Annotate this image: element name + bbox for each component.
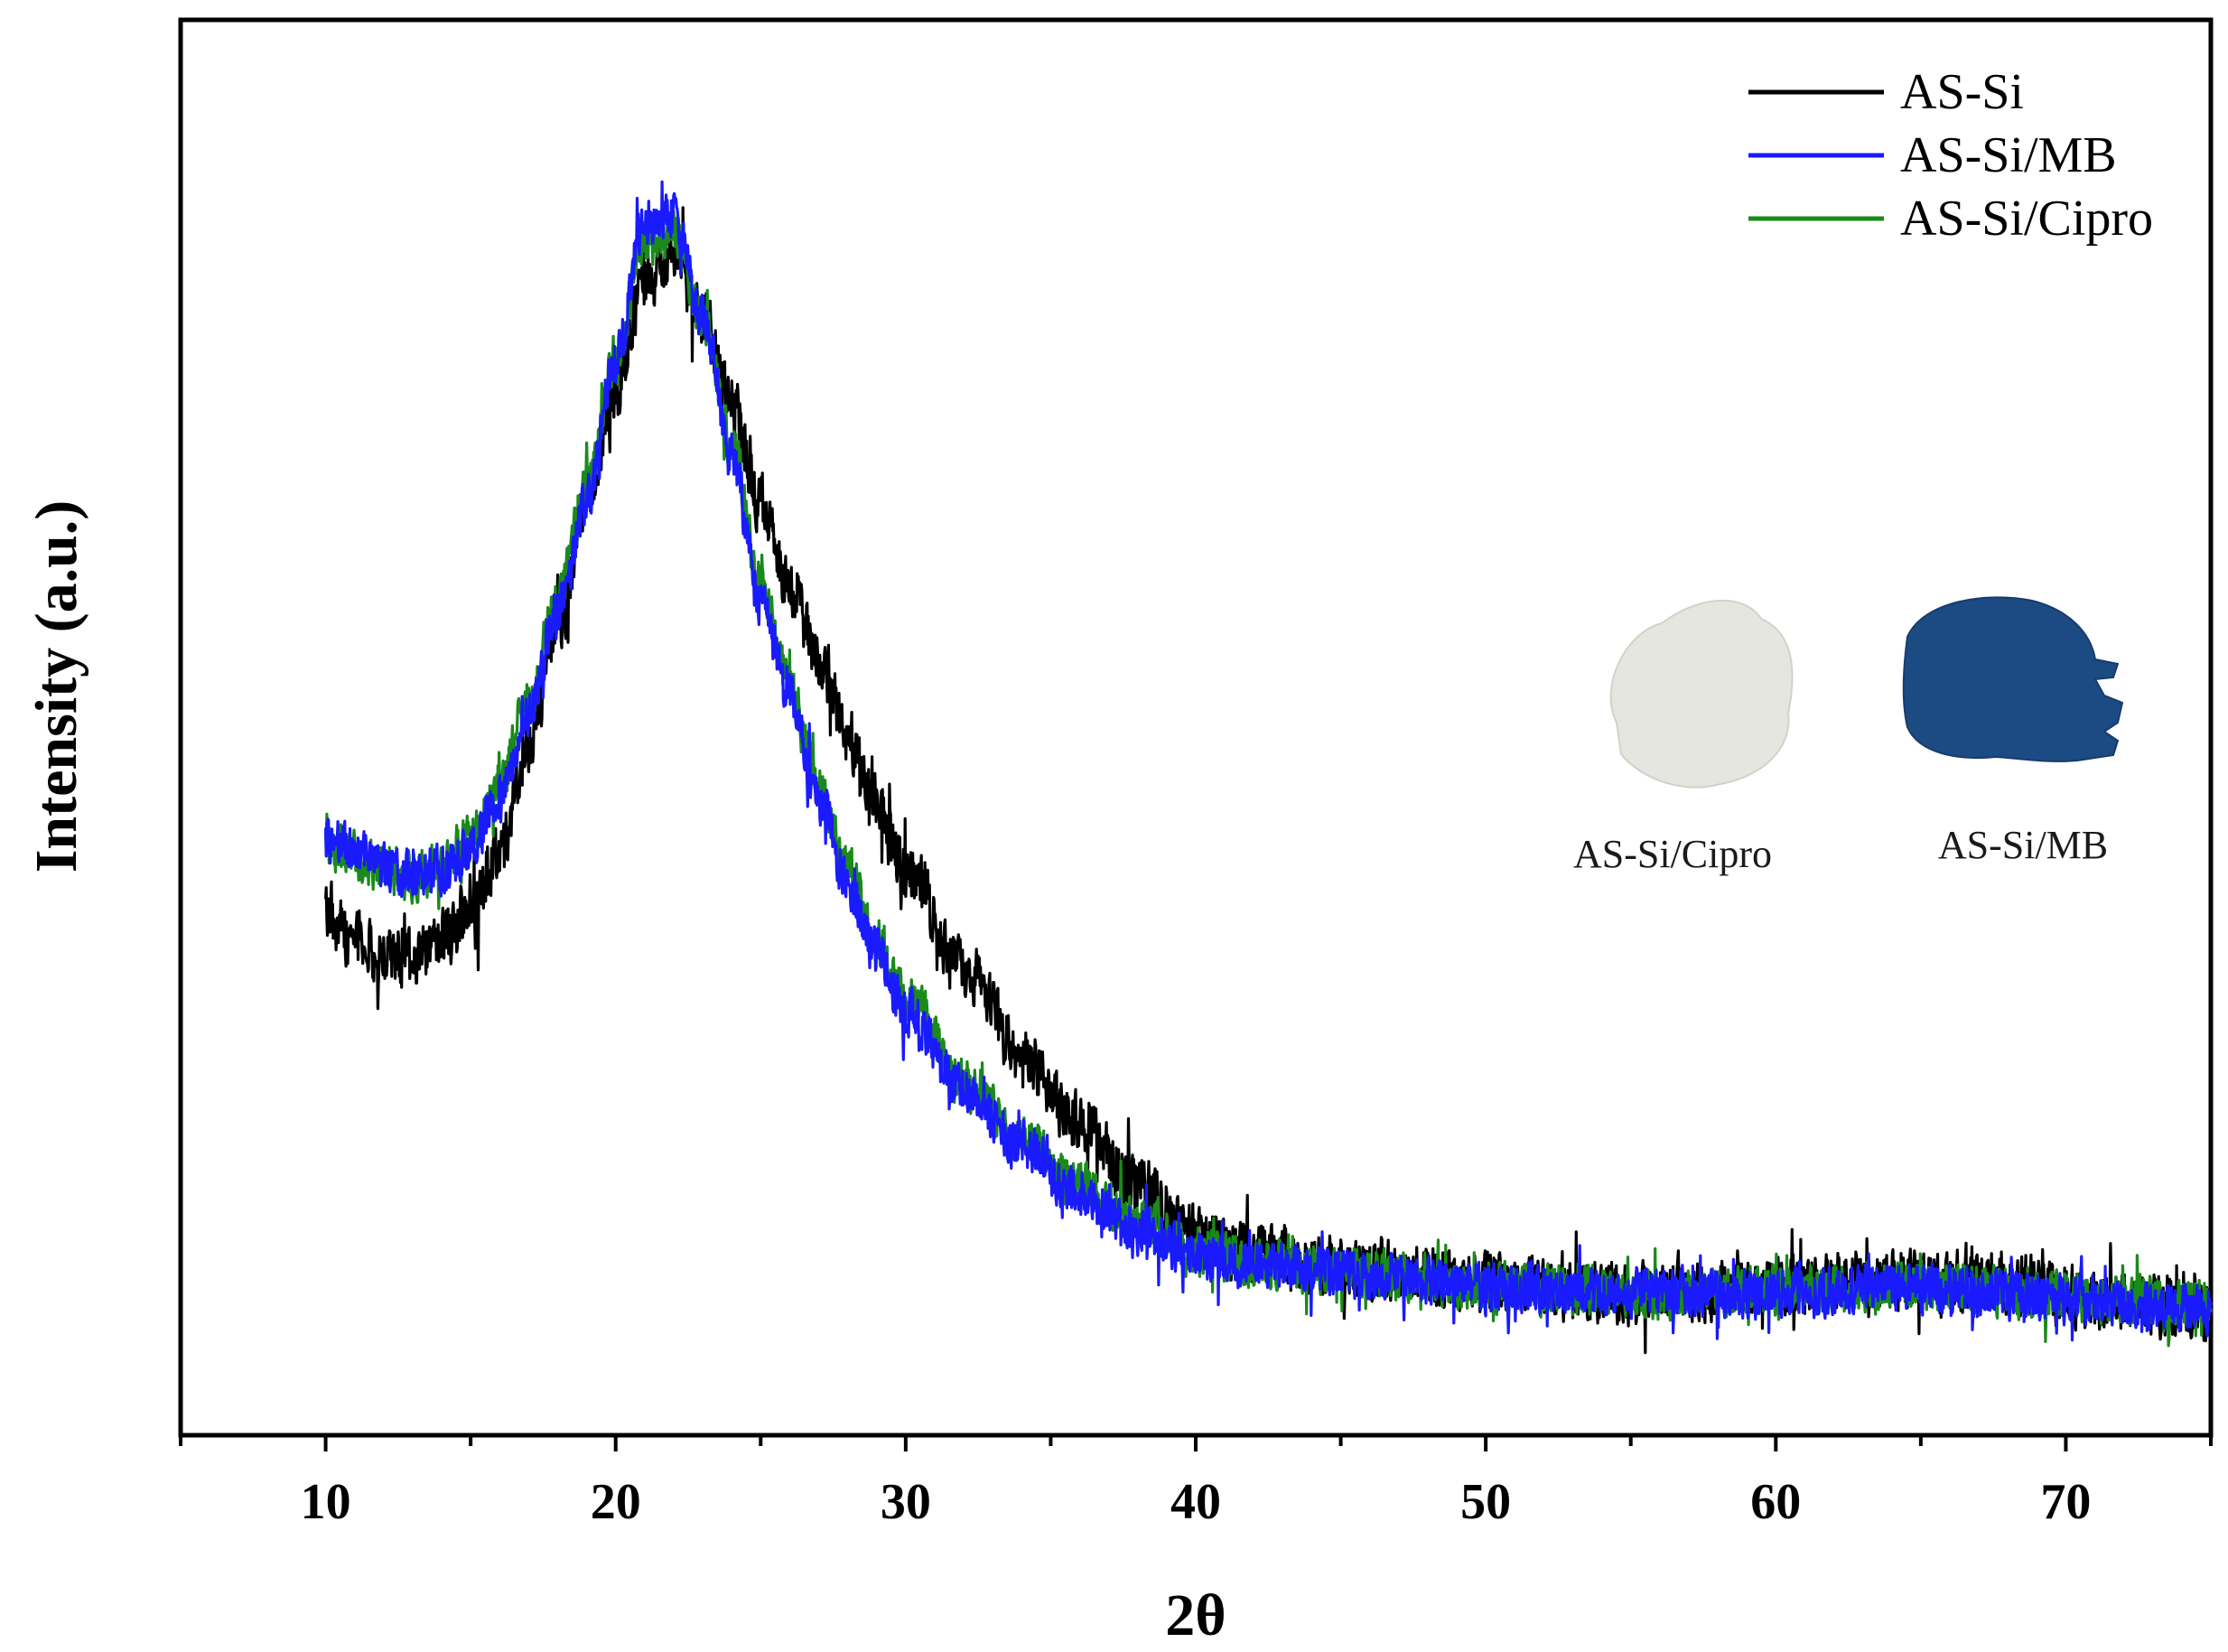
y-axis-title: Intensity (a.u.) xyxy=(23,500,89,873)
legend-label-as-si-cipro: AS-Si/Cipro xyxy=(1900,191,2153,247)
x-tick-label: 50 xyxy=(1460,1474,1511,1530)
legend-label-as-si-mb: AS-Si/MB xyxy=(1900,127,2117,183)
series-line-as-si-mb xyxy=(324,180,2213,1342)
white-powder-sample xyxy=(1609,600,1794,789)
series-group xyxy=(324,180,2213,1355)
x-tick-label: 30 xyxy=(881,1474,931,1530)
x-axis-ticks: 10 20 30 40 50 60 70 xyxy=(179,1435,2213,1530)
x-tick-label: 20 xyxy=(591,1474,641,1530)
photo-caption-as-si-cipro: AS-Si/Cipro xyxy=(1573,832,1772,876)
legend: AS-Si AS-Si/MB AS-Si/Cipro xyxy=(1748,64,2153,247)
x-tick-label: 70 xyxy=(2040,1474,2091,1530)
inset-photos: AS-Si/Cipro AS-Si/MB xyxy=(1573,596,2124,876)
photo-as-si-cipro: AS-Si/Cipro xyxy=(1573,600,1794,876)
photo-as-si-mb: AS-Si/MB xyxy=(1902,596,2124,867)
x-tick-label: 10 xyxy=(301,1474,351,1530)
legend-label-as-si: AS-Si xyxy=(1900,64,2024,120)
blue-powder-sample xyxy=(1902,596,2124,762)
x-tick-label: 40 xyxy=(1170,1474,1221,1530)
photo-caption-as-si-mb: AS-Si/MB xyxy=(1938,823,2108,867)
x-axis-title: 2θ xyxy=(1165,1582,1226,1648)
x-tick-label: 60 xyxy=(1750,1474,1801,1530)
